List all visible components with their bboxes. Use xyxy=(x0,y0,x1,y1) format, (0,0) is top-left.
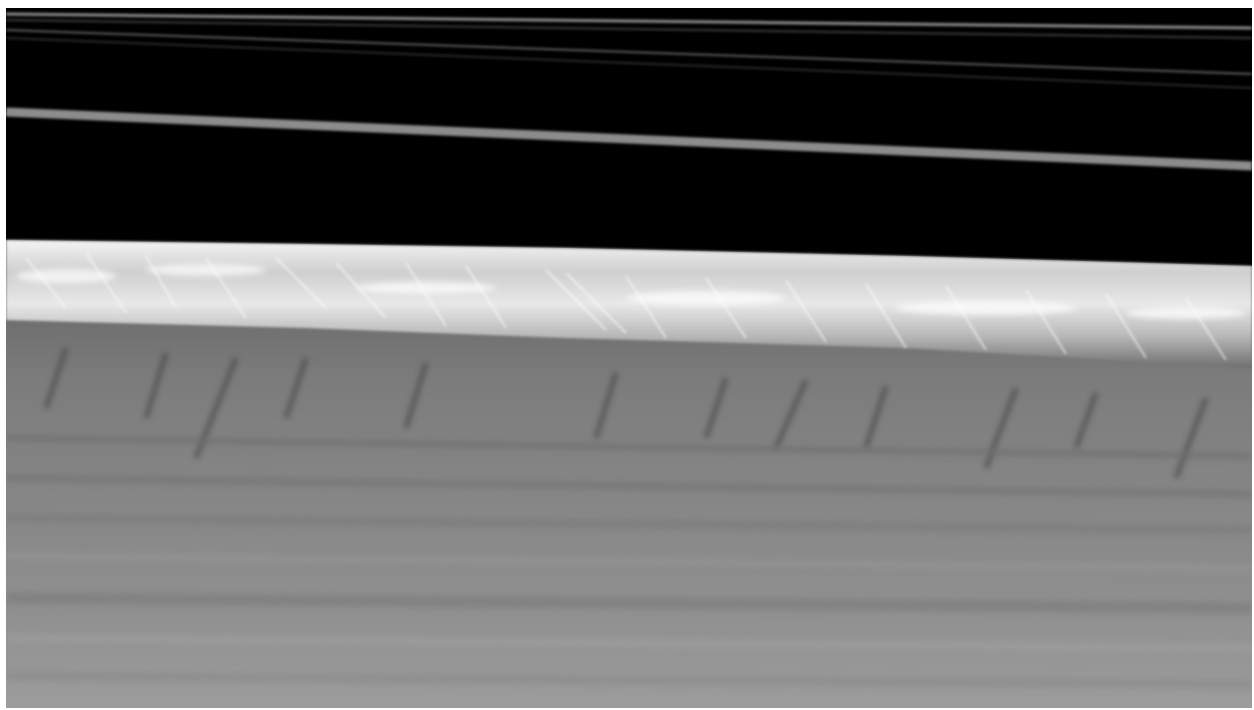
edge-bright-clumps xyxy=(16,264,1246,319)
photo-frame xyxy=(6,8,1252,708)
outer-ringlets xyxy=(6,12,1252,171)
ring-bands xyxy=(6,435,1252,689)
ring-body xyxy=(6,240,1252,708)
edge-streaks xyxy=(25,252,1227,361)
shadow-streaks xyxy=(43,347,1209,479)
ring-photo xyxy=(6,8,1252,708)
ring-edge-band xyxy=(6,240,1252,368)
